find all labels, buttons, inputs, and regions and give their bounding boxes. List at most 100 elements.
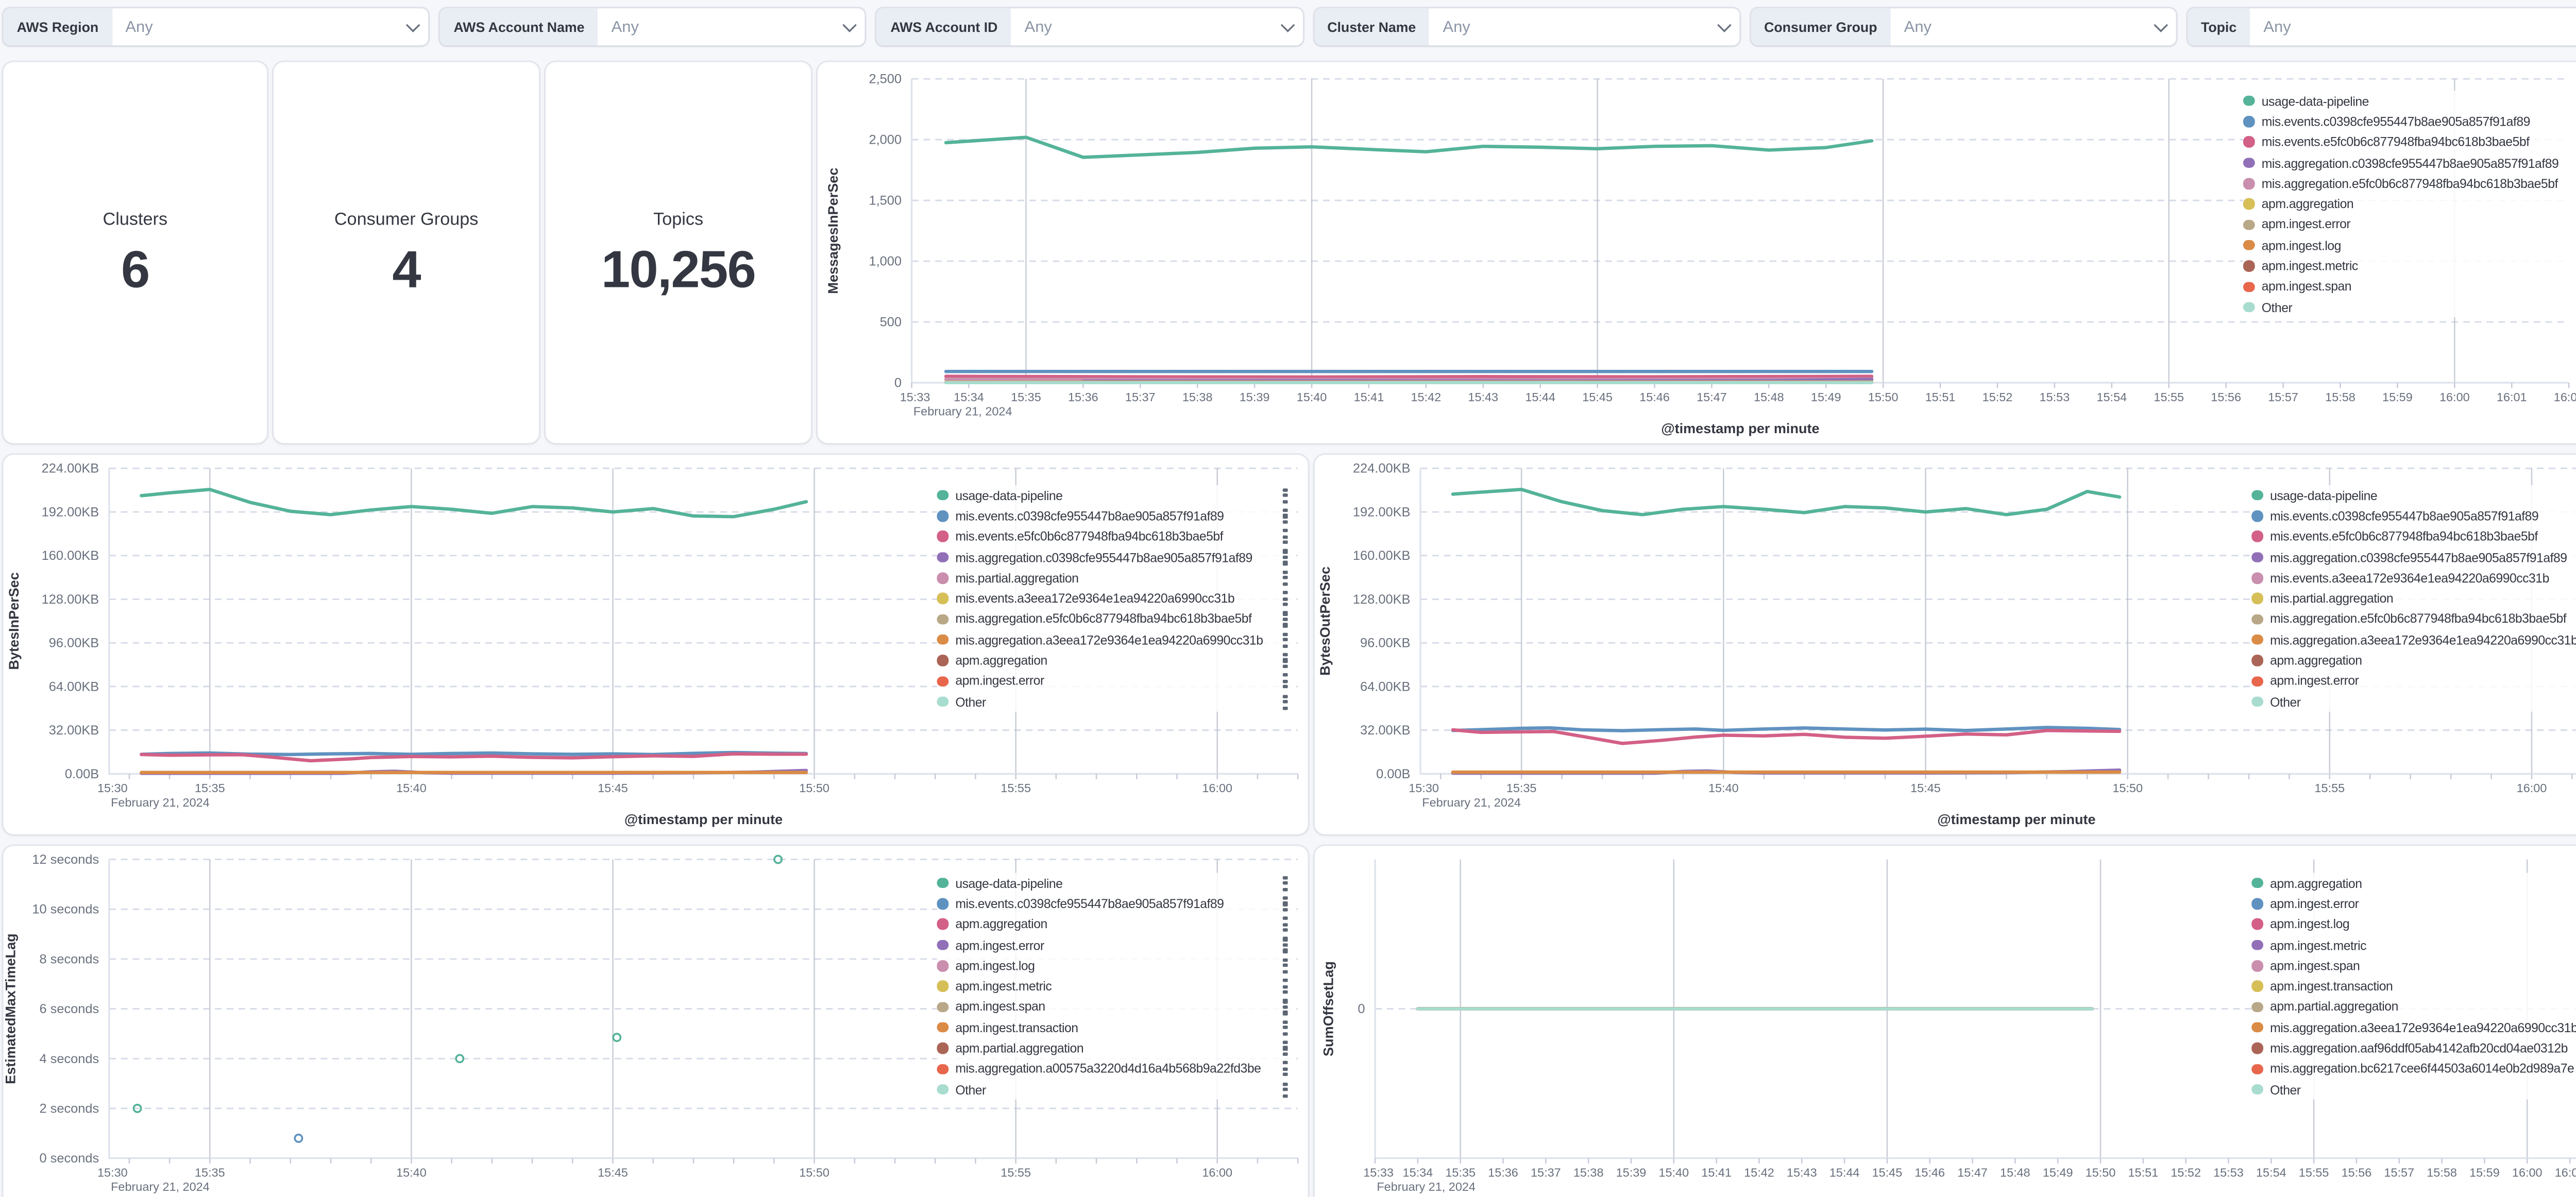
legend-item[interactable]: apm.ingest.error <box>937 935 1293 955</box>
legend-item[interactable]: apm.ingest.span <box>2243 277 2576 297</box>
legend-item[interactable]: apm.aggregation <box>937 914 1293 935</box>
legend-item[interactable]: apm.partial.aggregation <box>937 1038 1293 1058</box>
legend-actions-icon[interactable] <box>1278 937 1293 953</box>
svg-text:February 21, 2024: February 21, 2024 <box>913 405 1012 418</box>
legend-item[interactable]: mis.partial.aggregation <box>937 568 1293 588</box>
legend-actions-icon[interactable] <box>1278 529 1293 544</box>
svg-text:15:54: 15:54 <box>2096 390 2127 404</box>
legend-label: apm.aggregation <box>955 917 1047 932</box>
legend-item[interactable]: Other <box>937 692 1293 712</box>
legend-item[interactable]: apm.ingest.log <box>937 955 1293 976</box>
legend-item[interactable]: mis.partial.aggregation <box>2251 588 2576 609</box>
legend-item[interactable]: mis.aggregation.e5fc0b6c877948fba94bc618… <box>2251 609 2576 629</box>
legend-item[interactable]: Other <box>937 1079 1293 1100</box>
legend-item[interactable]: apm.ingest.span <box>2251 955 2576 976</box>
svg-text:15:53: 15:53 <box>2040 390 2070 404</box>
legend-item[interactable]: apm.partial.aggregation <box>2251 997 2576 1017</box>
legend-actions-icon[interactable] <box>1278 508 1293 524</box>
filter-label: Topic <box>2187 8 2250 45</box>
legend-item[interactable]: apm.ingest.error <box>937 671 1293 692</box>
legend-actions-icon[interactable] <box>1278 1061 1293 1077</box>
legend-actions-icon[interactable] <box>1278 1082 1293 1098</box>
legend-actions-icon[interactable] <box>1278 611 1293 627</box>
legend-actions-icon[interactable] <box>1278 550 1293 565</box>
legend-item[interactable]: mis.aggregation.c0398cfe955447b8ae905a85… <box>2251 547 2576 568</box>
legend-item[interactable]: usage-data-pipeline <box>2251 485 2576 506</box>
legend-item[interactable]: Other <box>2251 692 2576 712</box>
legend-actions-icon[interactable] <box>1278 632 1293 648</box>
legend-item[interactable]: apm.aggregation <box>2251 873 2576 894</box>
legend-item[interactable]: mis.events.c0398cfe955447b8ae905a857f91a… <box>937 894 1293 914</box>
legend-item[interactable]: mis.events.a3eea172e9364e1ea94220a6990cc… <box>2251 568 2576 588</box>
legend-item[interactable]: mis.events.c0398cfe955447b8ae905a857f91a… <box>937 506 1293 526</box>
legend-item[interactable]: mis.events.e5fc0b6c877948fba94bc618b3bae… <box>2243 132 2576 152</box>
legend-item[interactable]: mis.aggregation.a3eea172e9364e1ea94220a6… <box>937 629 1293 650</box>
legend-item[interactable]: apm.ingest.span <box>937 997 1293 1017</box>
legend-actions-icon[interactable] <box>1278 694 1293 710</box>
svg-text:15:37: 15:37 <box>1125 390 1156 404</box>
legend-actions-icon[interactable] <box>1278 896 1293 912</box>
filter-value: Any <box>1024 18 1052 37</box>
legend-actions-icon[interactable] <box>1278 487 1293 503</box>
stat-card-clusters: Clusters 6 <box>3 62 267 443</box>
legend-actions-icon[interactable] <box>1278 999 1293 1015</box>
legend-item[interactable]: mis.aggregation.c0398cfe955447b8ae905a85… <box>2243 152 2576 173</box>
filter-consumer-group[interactable]: Consumer Group Any <box>1751 8 2176 45</box>
legend-actions-icon[interactable] <box>1278 1020 1293 1036</box>
legend-actions-icon[interactable] <box>1278 570 1293 586</box>
legend-actions-icon[interactable] <box>1278 958 1293 973</box>
legend-item[interactable]: usage-data-pipeline <box>937 485 1293 506</box>
legend-item[interactable]: mis.events.c0398cfe955447b8ae905a857f91a… <box>2243 111 2576 132</box>
legend-item[interactable]: apm.ingest.error <box>2243 214 2576 235</box>
legend-item[interactable]: usage-data-pipeline <box>2243 91 2576 111</box>
legend-actions-icon[interactable] <box>1278 673 1293 689</box>
legend-item[interactable]: apm.aggregation <box>937 650 1293 671</box>
stat-card-consumer-groups: Consumer Groups 4 <box>274 62 539 443</box>
legend-color-dot <box>2243 178 2255 189</box>
filter-cluster-name[interactable]: Cluster Name Any <box>1314 8 1739 45</box>
legend-item[interactable]: apm.ingest.metric <box>2243 256 2576 277</box>
legend-item[interactable]: apm.ingest.transaction <box>937 1017 1293 1038</box>
legend-item[interactable]: Other <box>2251 1079 2576 1100</box>
legend-item[interactable]: mis.aggregation.a00575a3220d4d16a4b568b9… <box>937 1058 1293 1079</box>
legend-item[interactable]: mis.events.c0398cfe955447b8ae905a857f91a… <box>2251 506 2576 526</box>
legend-color-dot <box>2251 919 2263 930</box>
legend-item[interactable]: usage-data-pipeline <box>937 873 1293 894</box>
legend-label: Other <box>2261 300 2293 315</box>
legend-item[interactable]: Other <box>2243 297 2576 318</box>
legend-color-dot <box>2251 1084 2263 1095</box>
legend-item[interactable]: apm.aggregation <box>2243 194 2576 214</box>
legend-item[interactable]: mis.aggregation.aaf96ddf05ab4142afb20cd0… <box>2251 1038 2576 1058</box>
legend-item[interactable]: apm.ingest.metric <box>2251 935 2576 955</box>
legend-item[interactable]: mis.aggregation.a3eea172e9364e1ea94220a6… <box>2251 629 2576 650</box>
legend-item[interactable]: apm.ingest.error <box>2251 671 2576 692</box>
legend-item[interactable]: mis.aggregation.bc6217cee6f44503a6014e0b… <box>2251 1058 2576 1079</box>
chevron-down-icon <box>398 8 429 45</box>
svg-text:15:37: 15:37 <box>1531 1166 1561 1179</box>
legend-actions-icon[interactable] <box>1278 653 1293 669</box>
legend-item[interactable]: apm.ingest.transaction <box>2251 976 2576 997</box>
svg-text:15:52: 15:52 <box>2171 1166 2201 1179</box>
legend-item[interactable]: apm.ingest.log <box>2243 235 2576 256</box>
legend-item[interactable]: mis.events.e5fc0b6c877948fba94bc618b3bae… <box>2251 526 2576 547</box>
legend-item[interactable]: mis.aggregation.a3eea172e9364e1ea94220a6… <box>2251 1017 2576 1038</box>
legend-item[interactable]: mis.events.e5fc0b6c877948fba94bc618b3bae… <box>937 526 1293 547</box>
legend-actions-icon[interactable] <box>1278 1040 1293 1056</box>
legend-item[interactable]: mis.aggregation.e5fc0b6c877948fba94bc618… <box>2243 173 2576 194</box>
legend-actions-icon[interactable] <box>1278 979 1293 994</box>
legend-actions-icon[interactable] <box>1278 591 1293 607</box>
legend-item[interactable]: mis.aggregation.e5fc0b6c877948fba94bc618… <box>937 609 1293 629</box>
filter-aws-region[interactable]: AWS Region Any <box>3 8 429 45</box>
legend-item[interactable]: apm.aggregation <box>2251 650 2576 671</box>
filter-topic[interactable]: Topic Any <box>2187 8 2576 45</box>
legend-item[interactable]: apm.ingest.log <box>2251 914 2576 935</box>
legend-actions-icon[interactable] <box>1278 875 1293 891</box>
filter-aws-account-name[interactable]: AWS Account Name Any <box>440 8 866 45</box>
legend-label: mis.events.c0398cfe955447b8ae905a857f91a… <box>2261 114 2531 129</box>
legend-item[interactable]: mis.aggregation.c0398cfe955447b8ae905a85… <box>937 547 1293 568</box>
legend-item[interactable]: mis.events.a3eea172e9364e1ea94220a6990cc… <box>937 588 1293 609</box>
legend-actions-icon[interactable] <box>1278 916 1293 932</box>
legend-item[interactable]: apm.ingest.metric <box>937 976 1293 997</box>
legend-item[interactable]: apm.ingest.error <box>2251 894 2576 914</box>
filter-aws-account-id[interactable]: AWS Account ID Any <box>877 8 1302 45</box>
